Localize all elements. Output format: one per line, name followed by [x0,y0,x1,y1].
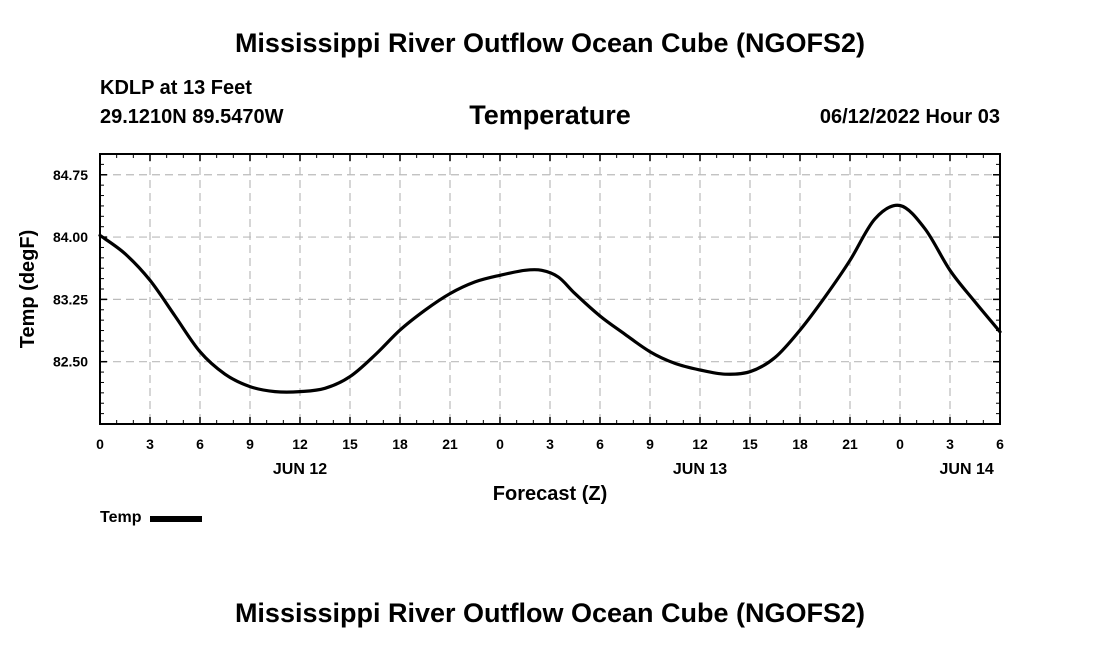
data-point [799,329,801,331]
data-point [524,269,526,272]
data-point [424,309,426,312]
x-tick-label: 15 [742,436,758,452]
data-point [557,276,560,278]
date-label: JUN 12 [273,461,327,478]
x-tick-label: 6 [996,436,1004,452]
data-point [299,390,301,393]
data-point [649,350,651,353]
data-point [874,218,876,220]
data-point [399,329,401,331]
y-tick-label: 83.25 [53,291,88,307]
legend: Temp [100,509,203,527]
date-label: JUN 14 [940,461,994,478]
x-axis-title: Forecast (Z) [493,483,607,505]
y-axis-title: Temp (degF) [17,230,39,349]
data-point [374,354,376,356]
y-tick-label: 82.50 [53,354,88,370]
x-tick-label: 9 [246,436,254,452]
data-point [849,259,851,262]
data-point [124,252,126,255]
data-point [699,369,701,371]
data-point [924,228,926,230]
series-layer [98,203,1002,394]
x-tick-label: 3 [146,436,154,452]
footer-title: Mississippi River Outflow Ocean Cube (NG… [234,598,866,628]
data-point [749,370,751,373]
run-date: 06/12/2022 Hour 03 [819,106,1000,128]
main-title: Mississippi River Outflow Ocean Cube (NG… [234,28,866,58]
x-tick-label: 6 [196,436,204,452]
date-label: JUN 13 [673,461,727,478]
data-point [674,362,676,365]
x-tick-label: 18 [392,436,408,452]
x-tick-label: 21 [842,436,858,452]
data-point [174,315,176,317]
x-tick-label: 0 [96,436,104,452]
x-tick-label: 3 [946,436,954,452]
station-coordinates: 29.1210N 89.5470W [100,106,284,128]
x-tick-label: 0 [496,436,504,452]
legend-swatch [150,516,203,522]
data-point [349,375,351,378]
data-point [474,281,476,283]
grid [100,154,1000,424]
data-point [199,350,201,353]
legend-label: Temp [100,509,142,526]
data-point [824,296,826,298]
data-point [249,385,251,388]
data-point [774,356,776,359]
data-point [624,333,626,336]
y-tick-label: 84.75 [53,167,88,183]
data-point [899,204,901,207]
data-point [724,373,726,376]
y-tick-label: 84.00 [53,229,88,245]
x-tick-label: 6 [596,436,604,452]
axis-labels: 0 3 6 9 12 15 18 21 0 3 6 9 12 15 18 21 0 3 6 JUN 12 JUN 13 J… [53,167,1004,478]
x-tick-label: 15 [342,436,358,452]
x-tick-label: 18 [792,436,808,452]
data-point [574,292,576,295]
x-tick-label: 12 [692,436,708,452]
x-tick-label: 3 [546,436,554,452]
x-tick-label: 21 [442,436,458,452]
data-point [224,373,226,376]
x-tick-label: 9 [646,436,654,452]
data-point [599,315,601,317]
data-point [274,390,276,393]
x-tick-label: 0 [896,436,904,452]
plot-frame [99,153,1001,425]
data-point [149,279,151,282]
data-point [499,274,501,277]
data-point [540,269,543,272]
station-name: KDLP at 13 Feet [100,77,252,99]
data-point [974,301,976,303]
data-point [949,269,951,272]
x-tick-label: 12 [292,436,308,452]
chart-title: Temperature [469,100,631,130]
data-point [324,387,326,390]
series-line-temp [98,203,1002,394]
data-point [449,292,451,295]
